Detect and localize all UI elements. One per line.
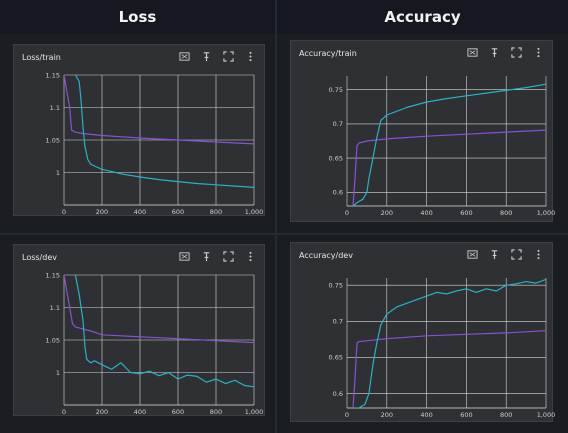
x-tick-label: 1,000 (245, 408, 264, 416)
chart-title: Loss/train (22, 53, 61, 62)
series-line-1 (74, 75, 254, 188)
x-tick-label: 800 (210, 408, 222, 416)
column-divider (275, 0, 277, 433)
fit-domain-icon[interactable] (178, 250, 190, 262)
card-toolbar (466, 248, 544, 260)
x-tick-label: 1,000 (245, 208, 264, 216)
card-toolbar (466, 46, 544, 58)
fit-domain-icon[interactable] (466, 248, 478, 260)
y-tick-label: 0.7 (333, 318, 343, 326)
x-tick-label: 200 (96, 208, 108, 216)
x-tick-label: 200 (381, 209, 393, 217)
x-tick-label: 0 (345, 209, 349, 217)
y-tick-label: 0.6 (333, 189, 343, 197)
y-tick-label: 0.75 (329, 86, 343, 94)
y-tick-label: 1 (56, 369, 60, 377)
y-tick-label: 0.65 (329, 354, 343, 362)
y-tick-label: 1.1 (50, 304, 60, 312)
x-tick-label: 400 (134, 208, 146, 216)
chart-card-accuracy-train: Accuracy/train 0.6 0.65 0.7 0.75 0 200 400 600 8… (290, 40, 556, 223)
chart-title: Accuracy/train (299, 49, 357, 58)
x-tick-label: 800 (500, 209, 512, 217)
x-tick-label: 600 (172, 408, 184, 416)
chart-title: Accuracy/dev (299, 251, 353, 260)
x-tick-label: 800 (500, 411, 512, 419)
y-tick-label: 0.6 (333, 390, 343, 398)
x-tick-label: 400 (134, 408, 146, 416)
loss-train-plot[interactable]: 1 1.05 1.1 1.15 0 200 400 600 800 1,000 (14, 45, 266, 217)
series-line-0 (64, 75, 254, 145)
y-tick-label: 1.15 (46, 71, 60, 79)
y-tick-label: 1.05 (46, 136, 60, 144)
x-tick-label: 0 (345, 411, 349, 419)
chart-card-loss-dev: Loss/dev 1 1.05 1.1 1.15 0 200 400 600 800 1,000 (13, 244, 265, 416)
series-line-1 (353, 278, 546, 408)
y-tick-label: 1 (56, 169, 60, 177)
x-tick-label: 200 (96, 408, 108, 416)
series-line-0 (64, 275, 254, 344)
row-divider (0, 233, 568, 235)
y-tick-label: 0.65 (329, 154, 343, 162)
pin-icon[interactable] (488, 248, 500, 260)
x-tick-label: 1,000 (537, 209, 556, 217)
more-vert-icon[interactable] (532, 46, 544, 58)
x-tick-label: 800 (210, 208, 222, 216)
accuracy-dev-plot[interactable]: 0.6 0.65 0.7 0.75 0 200 400 600 800 1,000 (291, 243, 556, 423)
series-line-1 (352, 83, 546, 206)
chart-card-accuracy-dev: Accuracy/dev 0.6 0.65 0.7 0.75 0 200 400 600 800… (290, 242, 556, 423)
chart-card-loss-train: Loss/train 1 1.05 1.1 1.15 0 200 400 600 800 1,00… (13, 44, 265, 216)
y-tick-label: 1.1 (50, 104, 60, 112)
y-tick-label: 0.7 (333, 120, 343, 128)
x-tick-label: 600 (460, 411, 472, 419)
fullscreen-icon[interactable] (510, 248, 522, 260)
x-tick-label: 200 (381, 411, 393, 419)
y-tick-label: 1.05 (46, 336, 60, 344)
more-vert-icon[interactable] (532, 248, 544, 260)
y-tick-label: 1.15 (46, 271, 60, 279)
series-line-1 (74, 275, 254, 388)
loss-dev-plot[interactable]: 1 1.05 1.1 1.15 0 200 400 600 800 1,000 (14, 245, 266, 417)
series-line-0 (352, 330, 546, 408)
fullscreen-icon[interactable] (222, 50, 234, 62)
y-tick-label: 0.75 (329, 282, 343, 290)
pin-icon[interactable] (488, 46, 500, 58)
fullscreen-icon[interactable] (510, 46, 522, 58)
card-toolbar (178, 50, 256, 62)
x-tick-label: 600 (460, 209, 472, 217)
series-line-0 (352, 129, 546, 206)
pin-icon[interactable] (200, 250, 212, 262)
x-tick-label: 400 (420, 411, 432, 419)
fit-domain-icon[interactable] (466, 46, 478, 58)
more-vert-icon[interactable] (244, 50, 256, 62)
x-tick-label: 0 (62, 408, 66, 416)
pin-icon[interactable] (200, 50, 212, 62)
card-toolbar (178, 250, 256, 262)
more-vert-icon[interactable] (244, 250, 256, 262)
x-tick-label: 600 (172, 208, 184, 216)
x-tick-label: 400 (420, 209, 432, 217)
fit-domain-icon[interactable] (178, 50, 190, 62)
accuracy-column-header: Accuracy (277, 0, 568, 34)
fullscreen-icon[interactable] (222, 250, 234, 262)
x-tick-label: 0 (62, 208, 66, 216)
chart-title: Loss/dev (22, 253, 57, 262)
accuracy-train-plot[interactable]: 0.6 0.65 0.7 0.75 0 200 400 600 800 1,000 (291, 41, 556, 223)
loss-column-header: Loss (0, 0, 276, 34)
x-tick-label: 1,000 (537, 411, 556, 419)
